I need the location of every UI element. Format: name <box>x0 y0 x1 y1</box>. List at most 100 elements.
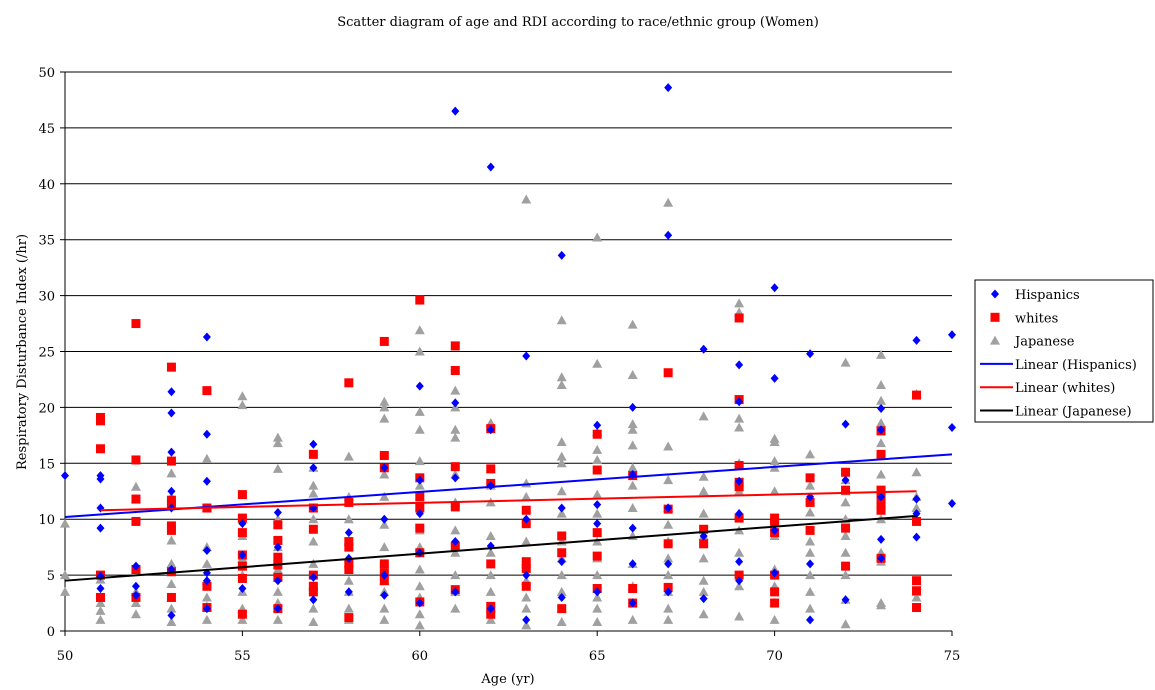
data-point <box>414 325 425 335</box>
data-point <box>876 485 886 495</box>
data-point <box>664 230 673 240</box>
x-tick-label: 50 <box>57 649 74 664</box>
data-point <box>593 587 602 597</box>
x-tick-label: 65 <box>589 649 606 664</box>
data-point <box>237 561 247 571</box>
data-points <box>60 83 956 630</box>
data-point <box>309 572 318 582</box>
data-point <box>805 536 816 546</box>
data-point <box>699 594 708 604</box>
data-point <box>380 514 389 524</box>
data-point <box>379 450 389 460</box>
data-point <box>628 559 637 569</box>
legend-marker <box>990 312 1000 322</box>
data-point <box>769 486 780 496</box>
legend-label: Linear (Japanese) <box>1015 405 1132 420</box>
data-point <box>698 411 709 421</box>
x-tick-label: 75 <box>944 649 961 664</box>
data-point <box>841 595 850 605</box>
data-point <box>592 617 603 627</box>
y-tick-label: 30 <box>38 290 55 305</box>
data-point <box>557 503 566 513</box>
data-point <box>592 508 603 518</box>
data-point <box>521 536 532 546</box>
data-point <box>521 563 531 573</box>
data-point <box>308 558 319 568</box>
data-point <box>663 475 674 485</box>
data-point <box>557 548 567 558</box>
data-point <box>309 439 318 449</box>
trendline <box>100 490 917 512</box>
data-point <box>415 295 425 305</box>
data-point <box>841 523 851 533</box>
data-point <box>806 559 815 569</box>
data-point <box>734 547 745 557</box>
data-point <box>486 604 495 614</box>
data-point <box>202 581 212 591</box>
data-point <box>805 586 816 596</box>
data-point <box>131 494 141 504</box>
data-point <box>522 351 531 361</box>
data-point <box>876 449 886 459</box>
data-point <box>699 531 708 541</box>
data-point <box>806 615 815 625</box>
data-point <box>876 600 887 610</box>
data-point <box>876 505 886 515</box>
trendline <box>64 514 917 582</box>
data-point <box>912 390 922 400</box>
data-point <box>877 404 886 414</box>
data-point <box>770 587 780 597</box>
data-point <box>663 603 674 613</box>
data-point <box>167 408 176 418</box>
data-point <box>450 432 461 442</box>
data-point <box>273 552 283 562</box>
data-point <box>556 486 567 496</box>
data-point <box>167 610 176 620</box>
y-tick-label: 15 <box>38 457 55 472</box>
data-point <box>557 604 567 614</box>
data-point <box>556 451 567 461</box>
data-point <box>344 565 354 575</box>
data-point <box>628 598 637 608</box>
data-point <box>202 332 211 342</box>
data-point <box>805 525 815 535</box>
y-tick-label: 45 <box>38 122 55 137</box>
data-point <box>876 438 887 448</box>
data-point <box>380 590 389 600</box>
data-point <box>698 553 709 563</box>
data-point <box>627 419 638 429</box>
data-point <box>734 461 744 471</box>
data-point <box>308 480 319 490</box>
data-point <box>770 568 779 578</box>
data-point <box>272 438 283 448</box>
data-point <box>202 546 211 556</box>
data-point <box>486 464 496 474</box>
data-point <box>912 576 922 586</box>
data-point <box>272 463 283 473</box>
data-point <box>202 386 212 396</box>
data-point <box>415 509 424 519</box>
data-point <box>379 469 390 479</box>
data-point <box>201 614 212 624</box>
data-point <box>131 319 141 329</box>
data-point <box>344 559 354 569</box>
data-point <box>735 360 744 370</box>
data-point <box>415 503 425 513</box>
data-point <box>237 513 247 523</box>
data-point <box>486 609 496 619</box>
data-point <box>698 508 709 518</box>
data-point <box>735 476 744 486</box>
data-point <box>841 485 851 495</box>
data-point <box>911 467 922 477</box>
data-point <box>593 500 602 510</box>
data-point <box>556 570 567 580</box>
data-point <box>237 573 247 583</box>
series-hispanics <box>61 83 956 625</box>
data-point <box>627 424 638 434</box>
data-point <box>664 587 673 597</box>
data-point <box>841 561 851 571</box>
data-point <box>556 437 567 447</box>
data-point <box>379 603 390 613</box>
data-point <box>522 570 531 580</box>
data-point <box>309 463 318 473</box>
